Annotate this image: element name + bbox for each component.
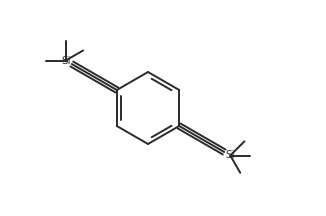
Text: Si: Si (226, 151, 235, 160)
Text: Si: Si (61, 56, 70, 65)
